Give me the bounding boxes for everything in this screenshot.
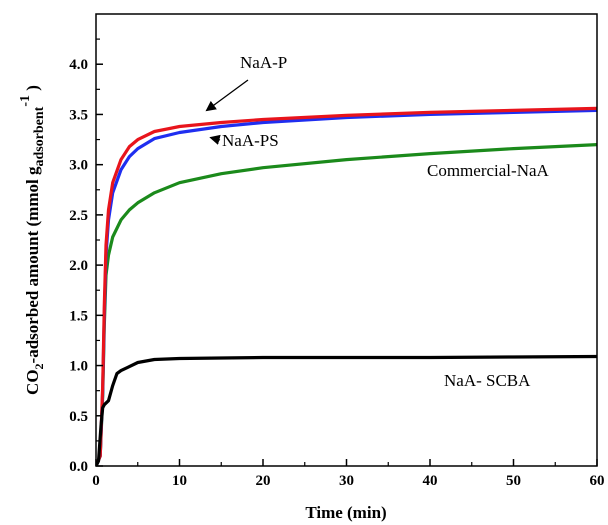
series-layer — [96, 106, 597, 466]
y-tick-label: 1.0 — [69, 359, 88, 375]
annotation-commercial-naa: Commercial-NaA — [427, 161, 550, 180]
y-tick-label: 3.0 — [69, 158, 88, 174]
annotation-arrow-naa-p — [205, 79, 249, 112]
y-tick-label: 4.0 — [69, 57, 88, 73]
annotation-naa-p: NaA-P — [240, 53, 287, 72]
y-tick-label: 3.5 — [69, 107, 88, 123]
y-axis: 0.0 0.5 1.0 1.5 2.0 2.5 3.0 3.5 4.0 — [69, 38, 103, 475]
plot-frame — [95, 13, 598, 467]
y-tick-label: 1.5 — [69, 308, 88, 324]
y-axis-title: CO2-adsorbed amount (mmol gadsorbent-1 ) — [18, 85, 47, 395]
annotation-naa-scba: NaA- SCBA — [444, 371, 531, 390]
x-tick-label: 20 — [256, 473, 271, 489]
y-tick-label: 2.5 — [69, 208, 88, 224]
x-axis: 0 10 20 30 40 50 60 — [92, 459, 605, 489]
x-tick-label: 10 — [172, 473, 187, 489]
x-tick-label: 40 — [423, 473, 438, 489]
y-tick-label: 2.0 — [69, 258, 88, 274]
series-line-naa-scba — [96, 354, 597, 466]
y-tick-label: 0.0 — [69, 459, 88, 475]
x-tick-label: 0 — [92, 473, 100, 489]
annotation-arrow-naa-ps — [209, 134, 221, 145]
series-line-commercial-naa — [96, 143, 597, 466]
x-tick-label: 60 — [590, 473, 605, 489]
x-axis-title: Time (min) — [305, 503, 386, 522]
series-line-naa-p — [96, 106, 597, 466]
x-tick-label: 30 — [339, 473, 354, 489]
annotation-naa-ps: NaA-PS — [222, 131, 279, 150]
x-tick-label: 50 — [506, 473, 521, 489]
y-tick-label: 0.5 — [69, 409, 88, 425]
